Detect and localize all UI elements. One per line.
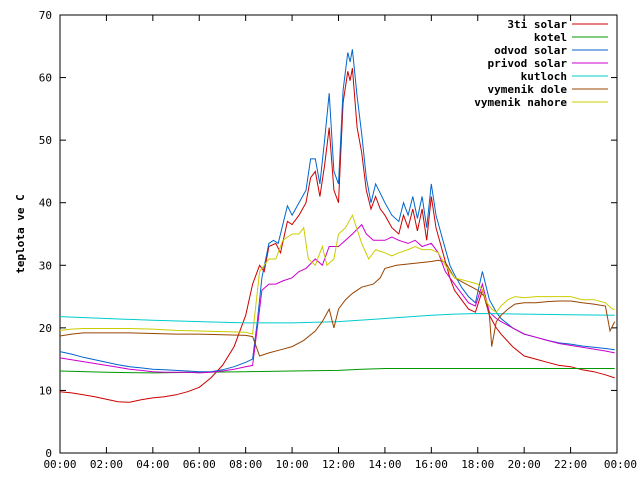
y-tick-label: 70 [39, 9, 52, 22]
series-line-5 [59, 259, 616, 357]
legend-label: kotel [534, 31, 567, 44]
y-tick-label: 30 [39, 259, 52, 272]
x-tick-label: 10:00 [276, 458, 309, 471]
y-tick-label: 60 [39, 72, 52, 85]
x-tick-label: 08:00 [229, 458, 262, 471]
x-tick-label: 00:00 [604, 458, 637, 471]
x-tick-label: 18:00 [461, 458, 494, 471]
legend-label: vymenik dole [488, 83, 568, 96]
legend-label: kutloch [521, 70, 567, 83]
x-tick-label: 16:00 [415, 458, 448, 471]
axis-ticks [59, 14, 618, 454]
x-tick-label: 02:00 [90, 458, 123, 471]
series-line-1 [59, 368, 615, 374]
y-tick-label: 10 [39, 384, 52, 397]
legend-label: vymenik nahore [474, 96, 567, 109]
x-tick-label: 14:00 [368, 458, 401, 471]
series-line-0 [59, 68, 615, 403]
x-tick-label: 22:00 [554, 458, 587, 471]
x-tick-label: 06:00 [183, 458, 216, 471]
y-tick-label: 20 [39, 322, 52, 335]
x-tick-label: 20:00 [508, 458, 541, 471]
series-lines [59, 49, 616, 403]
axis-tick-labels: 0 10 20 30 40 50 60 70 00:00 02:00 04:00 06:00 08:00… [39, 9, 637, 471]
legend-label: privod solar [488, 57, 568, 70]
y-tick-label: 0 [45, 447, 52, 460]
y-tick-label: 40 [39, 197, 52, 210]
series-line-3 [59, 223, 615, 374]
legend-label: 3ti solar [507, 18, 567, 31]
y-axis-label: teplota ve C [14, 194, 27, 273]
series-line-4 [59, 312, 615, 324]
x-tick-label: 00:00 [43, 458, 76, 471]
x-tick-label: 04:00 [136, 458, 169, 471]
x-tick-label: 12:00 [322, 458, 355, 471]
y-tick-label: 50 [39, 134, 52, 147]
series-line-2 [59, 49, 615, 373]
series-line-6 [59, 213, 615, 335]
legend-label: odvod solar [494, 44, 567, 57]
